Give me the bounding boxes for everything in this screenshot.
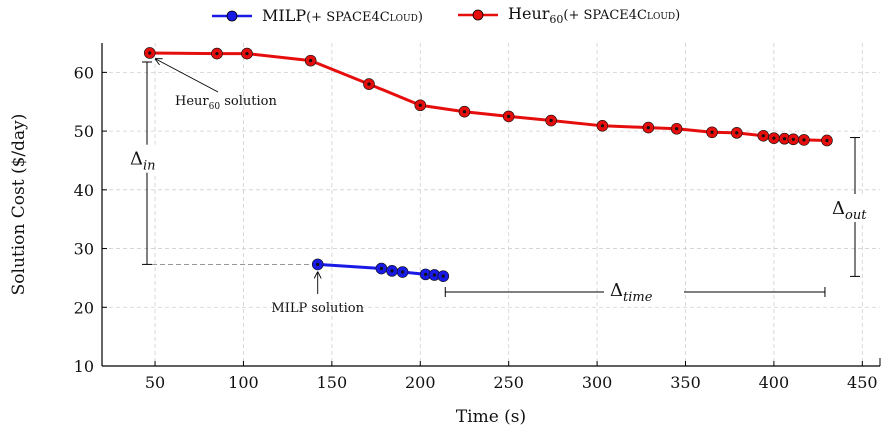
delta-out-label: Δout bbox=[832, 198, 867, 223]
data-point-center bbox=[772, 136, 776, 140]
legend-sub-heur: 60 bbox=[549, 13, 564, 27]
data-point-center bbox=[802, 138, 806, 142]
legend-label-heur: Heur bbox=[508, 4, 550, 23]
data-point-center bbox=[148, 51, 152, 55]
legend-item-heur: Heur60(+ SPACE4Cloud) bbox=[456, 4, 680, 26]
data-point-center bbox=[245, 51, 249, 56]
milp-solution-label: MILP solution bbox=[271, 301, 364, 316]
data-point-center bbox=[423, 272, 428, 276]
y-tick-label: 60 bbox=[74, 63, 94, 82]
x-axis-label: Time (s) bbox=[456, 407, 526, 427]
axes bbox=[101, 43, 881, 367]
data-point-center bbox=[507, 114, 511, 119]
legend-item-milp: MILP(+ SPACE4Cloud) bbox=[210, 6, 423, 25]
delta-time-label-bg bbox=[604, 278, 684, 306]
legend-label-milp: MILP bbox=[262, 5, 307, 25]
data-point-center bbox=[549, 118, 553, 123]
data-point-center bbox=[215, 51, 219, 56]
data-point-center bbox=[418, 103, 422, 107]
legend-swatch-heur bbox=[458, 9, 499, 20]
data-point-center bbox=[309, 59, 313, 63]
legend-swatch-milp bbox=[212, 10, 252, 22]
data-point-center bbox=[761, 134, 765, 138]
x-tick-label: 100 bbox=[228, 373, 259, 392]
data-point-center bbox=[825, 138, 829, 143]
data-point-center bbox=[462, 110, 467, 114]
data-point-center bbox=[600, 124, 604, 128]
x-tick-label: 50 bbox=[145, 373, 165, 392]
data-point-center bbox=[316, 262, 320, 267]
delta-time-label: Δtime bbox=[610, 280, 653, 305]
y-tick-label: 30 bbox=[74, 240, 94, 259]
x-tick-label: 300 bbox=[582, 373, 613, 392]
data-point-center bbox=[367, 82, 371, 86]
tick-labels: 50 100 150 200 250 300 350 400 450 10 20 30 40 50 60 bbox=[74, 63, 878, 392]
data-point-center bbox=[400, 270, 405, 274]
data-series bbox=[143, 47, 833, 282]
legend-suffix-heur: (+ SPACE4Cloud) bbox=[563, 8, 681, 23]
legend-suffix-milp: (+ SPACE4Cloud) bbox=[306, 9, 423, 25]
data-point-center bbox=[675, 127, 679, 131]
y-tick-label: 10 bbox=[74, 357, 94, 376]
x-tick-label: 350 bbox=[670, 373, 701, 392]
data-point-center bbox=[791, 137, 795, 141]
data-point-center bbox=[782, 137, 787, 141]
data-point-center bbox=[379, 266, 383, 271]
data-point-center bbox=[735, 131, 739, 135]
grid-lines bbox=[102, 43, 880, 366]
annotations: Heur60 solution MILP solution Δin Δout Δtime bbox=[127, 59, 881, 316]
x-tick-label: 150 bbox=[317, 373, 348, 392]
data-point-center bbox=[710, 130, 714, 134]
y-tick-label: 50 bbox=[74, 122, 94, 141]
chart-legend: MILP(+ SPACE4Cloud) Heur60(+ SPACE4Cloud… bbox=[210, 4, 708, 26]
x-tick-label: 450 bbox=[847, 373, 878, 392]
data-point-center bbox=[432, 273, 437, 277]
y-tick-label: 40 bbox=[74, 181, 94, 200]
data-point-center bbox=[441, 274, 445, 278]
data-point-center bbox=[646, 125, 650, 130]
x-tick-label: 400 bbox=[759, 373, 790, 392]
x-tick-label: 250 bbox=[493, 373, 524, 392]
heur-solution-arrow bbox=[156, 59, 219, 93]
delta-out-label-bg bbox=[829, 194, 881, 222]
delta-in-label: Δin bbox=[130, 149, 156, 174]
y-axis-label: Solution Cost ($/day) bbox=[9, 114, 29, 296]
delta-in-label-bg bbox=[127, 144, 167, 173]
heur-solution-label: Heur60 solution bbox=[175, 94, 277, 112]
data-point-center bbox=[390, 269, 394, 273]
y-tick-label: 20 bbox=[74, 298, 94, 317]
x-tick-label: 200 bbox=[405, 373, 436, 392]
